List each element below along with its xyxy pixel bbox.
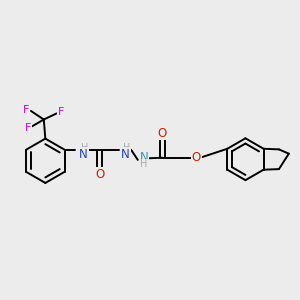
Text: F: F — [25, 122, 31, 133]
Text: O: O — [95, 168, 104, 181]
Text: H: H — [140, 160, 148, 170]
Text: H: H — [123, 143, 130, 154]
Text: F: F — [23, 105, 30, 115]
Text: O: O — [158, 127, 167, 140]
Text: N: N — [121, 148, 129, 160]
Text: O: O — [192, 151, 201, 164]
Text: N: N — [79, 148, 87, 160]
Text: F: F — [58, 107, 64, 117]
Text: N: N — [140, 151, 148, 164]
Text: H: H — [81, 143, 88, 154]
